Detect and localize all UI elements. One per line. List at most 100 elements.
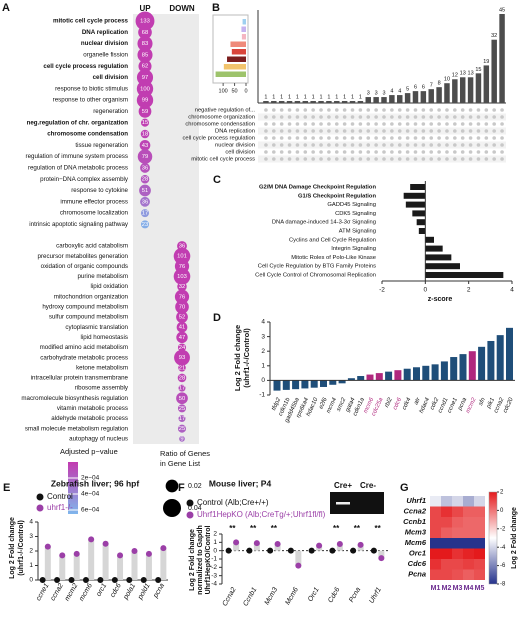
term-label: regulation of immune system process xyxy=(26,153,128,160)
zscore-bar xyxy=(412,210,426,217)
matrix-dot xyxy=(421,108,426,112)
y-tick-label: -2 xyxy=(211,564,217,571)
fold-change-bar xyxy=(496,335,504,381)
set-label: nuclear division xyxy=(215,143,255,149)
pathway-label: ATM Signaling xyxy=(339,229,376,235)
matrix-dot xyxy=(264,115,268,119)
intersection-count: 10 xyxy=(444,77,450,83)
matrix-dot xyxy=(264,136,268,140)
y-tick-label: 4 xyxy=(261,319,265,326)
matrix-dot xyxy=(350,150,355,154)
matrix-dot xyxy=(484,129,489,133)
y-tick-label: 0 xyxy=(29,577,33,584)
matrix-dot xyxy=(484,115,489,119)
zscore-bar xyxy=(425,272,504,278)
matrix-dot xyxy=(295,108,300,112)
set-size-bar xyxy=(241,34,246,40)
matrix-dot xyxy=(295,136,300,140)
matrix-dot xyxy=(319,136,323,140)
matrix-dot xyxy=(445,143,449,147)
matrix-dot xyxy=(421,129,426,133)
gel-image xyxy=(330,492,384,514)
column-label: M3 xyxy=(453,585,463,592)
legend-label: Control xyxy=(47,492,73,501)
matrix-dot xyxy=(287,129,292,133)
pathway-label: Cell Cycle Regulation by BTG Family Prot… xyxy=(258,264,376,270)
matrix-dot xyxy=(311,150,315,154)
gene-count: 17 xyxy=(179,386,185,392)
size-legend-title: in Gene List xyxy=(160,459,201,468)
data-point xyxy=(82,577,89,583)
matrix-dot xyxy=(445,136,449,140)
heatmap-cell xyxy=(452,538,463,549)
data-point xyxy=(274,541,281,547)
matrix-dot xyxy=(358,136,363,140)
term-dot xyxy=(176,331,188,344)
heatmap-cell xyxy=(441,538,452,549)
gene-count: 36 xyxy=(179,244,185,250)
heatmap-cell xyxy=(452,548,463,559)
term-label: small molecule metabolism regulation xyxy=(25,425,129,432)
matrix-dot xyxy=(342,136,347,140)
matrix-dot xyxy=(366,143,371,147)
data-point xyxy=(378,555,385,562)
pathway-label: Integrin Signaling xyxy=(331,246,376,252)
gene-count: 36 xyxy=(142,199,148,205)
fold-change-bar xyxy=(413,367,420,381)
set-label: cell division xyxy=(225,150,255,156)
matrix-dot xyxy=(397,150,402,154)
set-size-tick-label: 50 xyxy=(232,88,238,94)
term-label: ribosome assembly xyxy=(75,385,129,392)
colorbar-tick-label: 2e−04 xyxy=(81,475,100,482)
mean-bar xyxy=(145,553,152,580)
intersection-count: 8 xyxy=(438,81,441,87)
y-tick-label: 3 xyxy=(261,333,265,340)
gene-label: pcna xyxy=(457,396,469,412)
significance: ** xyxy=(271,524,278,533)
intersection-bar xyxy=(459,77,466,103)
term-dot xyxy=(137,149,153,164)
legend-marker xyxy=(36,493,44,501)
matrix-dot xyxy=(429,122,434,126)
matrix-dot xyxy=(350,136,355,140)
matrix-dot xyxy=(272,136,276,140)
mean-bar xyxy=(102,543,109,580)
matrix-dot xyxy=(295,115,300,119)
intersection-count: 3 xyxy=(367,91,370,97)
intersection-bar xyxy=(467,77,474,103)
pathway-label: G2/M DNA Damage Checkpoint Regulation xyxy=(259,185,376,191)
panel-letter: F xyxy=(178,482,185,494)
matrix-dot xyxy=(350,115,355,119)
gene-count: 9 xyxy=(180,436,183,442)
matrix-dot xyxy=(319,150,323,154)
matrix-dot xyxy=(342,157,347,161)
pathway-label: Cyclins and Cell Cycle Regulation xyxy=(289,237,376,243)
matrix-dot xyxy=(342,129,347,133)
data-point xyxy=(97,577,104,583)
zscore-bar xyxy=(410,184,426,190)
matrix-dot xyxy=(413,115,418,119)
intersection-bar xyxy=(357,101,364,103)
gene-count: 101 xyxy=(177,254,187,260)
matrix-dot xyxy=(327,129,331,133)
matrix-dot xyxy=(295,157,300,161)
matrix-dot xyxy=(476,129,481,133)
matrix-dot xyxy=(429,143,434,147)
heatmap-cell xyxy=(441,548,452,559)
fold-change-bar xyxy=(506,327,513,381)
matrix-dot xyxy=(319,157,323,161)
data-point xyxy=(225,547,232,554)
intersection-count: 5 xyxy=(406,87,409,93)
fold-change-bar xyxy=(422,365,430,381)
panel-letter: E xyxy=(3,482,10,494)
mean-bar xyxy=(295,550,302,566)
fold-change-bar xyxy=(478,346,486,381)
row-label: Mcm6 xyxy=(405,538,427,547)
matrix-dot xyxy=(279,115,284,119)
matrix-dot xyxy=(500,136,504,140)
matrix-dot xyxy=(342,150,347,154)
intersection-bar xyxy=(278,101,285,103)
matrix-dot xyxy=(287,143,292,147)
heatmap-cell xyxy=(441,506,452,517)
matrix-dot xyxy=(460,136,465,140)
